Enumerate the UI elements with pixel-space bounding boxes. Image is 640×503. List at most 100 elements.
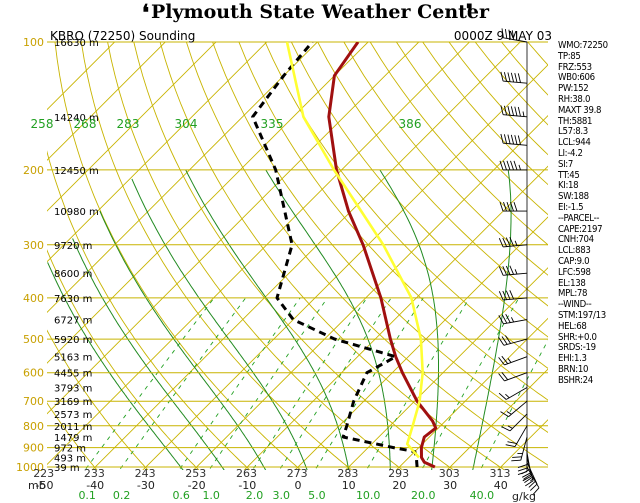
height-label: 39 m [54, 463, 80, 474]
mixing-ratio-label: 3.0 [273, 489, 291, 502]
theta-label: 243 [135, 467, 156, 480]
theta-e-label: 304 [175, 117, 198, 131]
moist-adiabat-line [131, 178, 308, 470]
sounding-index-line: WB0:606 [558, 72, 595, 84]
isotherm-line [47, 42, 319, 314]
height-label: 9720 m [54, 241, 92, 252]
height-label: 14240 m [54, 113, 99, 124]
sounding-index-line: TH:5881 [558, 115, 593, 127]
sounding-index-line: L57:8.3 [558, 126, 588, 138]
parcel-line [285, 42, 424, 459]
moist-adiabat-line [265, 169, 391, 470]
wind-barb [498, 237, 528, 248]
height-label: 7630 m [54, 294, 92, 305]
pressure-tick-label: 600 [23, 367, 44, 380]
chart-grid [0, 42, 548, 476]
height-label: 5920 m [54, 335, 92, 346]
theta-label: 263 [236, 467, 257, 480]
sounding-index-line: SRDS:-19 [558, 342, 596, 354]
page-title: Plymouth State Weather Center [150, 1, 490, 23]
right-swoosh-icon: ❜ [466, 0, 474, 26]
isobar-lines [47, 41, 548, 468]
wind-barb [505, 425, 528, 448]
height-label: 1479 m [54, 433, 92, 444]
height-label: 3793 m [54, 384, 92, 395]
mixing-ratio-line [278, 297, 392, 470]
height-label: 493 m [54, 454, 86, 465]
isotherm-line [243, 165, 548, 470]
isotherm-line [192, 114, 548, 470]
dry-adiabat-line [185, 42, 548, 466]
wind-barb [500, 400, 528, 417]
pressure-tick-label: 500 [23, 333, 44, 346]
temperature-line [327, 42, 438, 469]
pressure-tick-label: 400 [23, 292, 44, 305]
mixing-ratio-line [252, 297, 368, 470]
sounding-index-line: HEL:68 [558, 320, 587, 332]
wind-barb [498, 265, 528, 276]
temperature-tick-label: 0 [295, 479, 302, 492]
sounding-index-line: LCL:883 [558, 245, 591, 257]
temperature-tick-label: 30 [443, 479, 457, 492]
height-label: 16630 m [54, 38, 99, 49]
pressure-tick-label: 800 [23, 420, 44, 433]
theta-e-label: 386 [399, 117, 422, 131]
sounding-index-line: --WIND-- [558, 299, 592, 311]
sounding-index-line: KI:18 [558, 180, 579, 192]
mixing-ratio-line [84, 297, 215, 470]
mixing-ratio-label: 40.0 [470, 489, 495, 502]
dry-adiabat-line [0, 42, 51, 476]
height-label: 5163 m [54, 353, 92, 364]
sounding-index-line: LFC:598 [558, 266, 591, 278]
isotherm-line [395, 317, 548, 470]
wind-barb [500, 71, 528, 84]
dry-adiabat-line [47, 150, 251, 470]
mixing-ratio-line [178, 297, 301, 470]
sounding-index-line: BSHR:24 [558, 374, 593, 386]
isotherm-line [294, 216, 548, 470]
sounding-index-line: CAP:9.0 [558, 255, 590, 267]
theta-label: 283 [337, 467, 358, 480]
isotherm-line [47, 42, 420, 415]
height-label: 2573 m [54, 410, 92, 421]
height-label: 972 m [54, 444, 86, 455]
temperature-tick-label: 20 [392, 479, 406, 492]
dry-adiabat-line [369, 42, 548, 246]
mixing-ratio-label: 20.0 [411, 489, 436, 502]
dry-adiabat-line [290, 42, 548, 338]
dry-adiabat-line [159, 42, 506, 470]
sounding-index-line: WMO:72250 [558, 40, 608, 51]
theta-e-label: 258 [31, 117, 54, 131]
wind-barb [498, 290, 528, 301]
temperature-tick-label: -30 [137, 479, 155, 492]
theta-label: 233 [84, 467, 105, 480]
wind-barb [498, 335, 528, 346]
chart-title: KBRO (72250) Sounding [50, 29, 195, 43]
dry-adiabat-line [47, 402, 98, 470]
sounding-series [251, 42, 438, 469]
theta-label: 253 [185, 467, 206, 480]
sounding-index-line: TT:45 [558, 169, 580, 181]
wind-barb [526, 462, 538, 491]
sounding-index-line: LCL:944 [558, 137, 591, 149]
page-header: ❛ Plymouth State Weather Center ❜ [0, 0, 640, 26]
theta-label: 313 [490, 467, 511, 480]
height-label: 10980 m [54, 207, 99, 218]
sounding-indices-panel: WMO:72250 TP:85 FRZ:553 WB0:606 PW:152 RH:38.… [558, 40, 640, 387]
isotherm-line [142, 64, 548, 470]
dry-adiabat-line [343, 42, 548, 276]
pressure-tick-label: 900 [23, 442, 44, 455]
wind-barb [498, 372, 528, 382]
mixing-ratio-label: 0.2 [113, 489, 131, 502]
mixing-ratio-label: 1.0 [202, 489, 220, 502]
sounding-index-line: RH:38.0 [558, 93, 591, 105]
wind-barb [511, 436, 528, 462]
isotherm-line [47, 42, 369, 364]
mixing-ratio-label: 0.1 [78, 489, 96, 502]
wind-barb [498, 313, 528, 325]
theta-label: 273 [287, 467, 308, 480]
sounding-index-line: SI:7 [558, 158, 573, 170]
height-label: 3169 m [54, 397, 92, 408]
